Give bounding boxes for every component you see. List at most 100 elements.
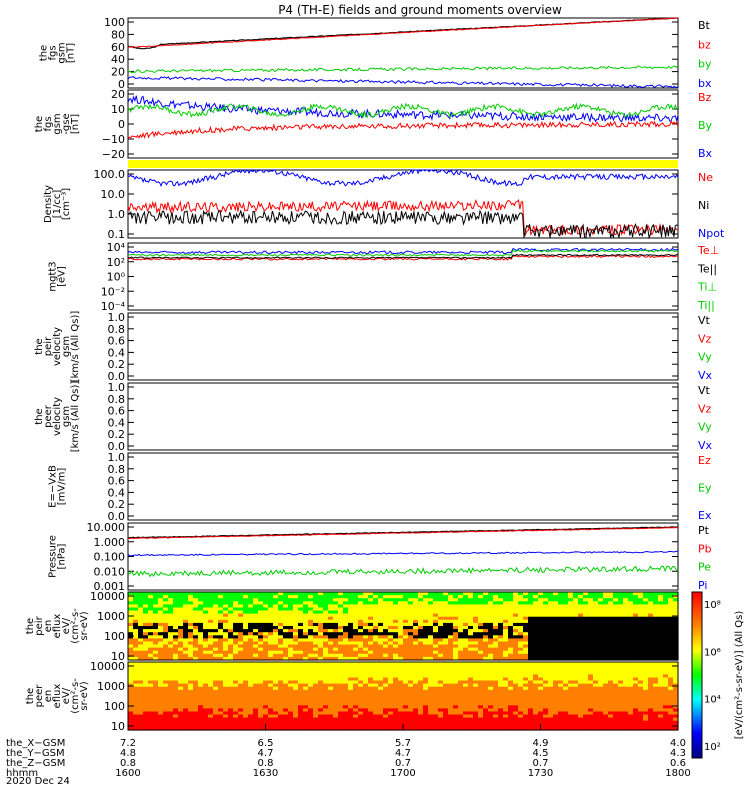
heat-cell (428, 598, 434, 602)
heat-cell (333, 671, 339, 675)
heat-cell (648, 702, 654, 706)
heat-cell (208, 705, 214, 709)
heat-cell (383, 604, 389, 609)
heat-cell (168, 708, 174, 713)
heat-cell (328, 726, 334, 731)
heat-cell (603, 632, 609, 636)
heat-cell (213, 647, 219, 652)
heat-cell (183, 720, 189, 725)
heat-cell (598, 653, 604, 658)
heat-cell (143, 644, 149, 649)
heat-cell (198, 680, 204, 685)
heat-cell (188, 632, 194, 636)
heat-cell (393, 683, 399, 688)
heat-cell (553, 680, 559, 685)
heat-cell (383, 723, 389, 728)
heat-cell (338, 632, 344, 636)
heat-cell (273, 662, 279, 666)
heat-cell (468, 717, 474, 722)
heat-cell (408, 595, 414, 599)
heat-cell (148, 720, 154, 725)
heat-cell (418, 674, 424, 679)
heat-cell (133, 613, 139, 618)
heat-cell (658, 647, 664, 652)
series-Ti-par (127, 249, 679, 257)
heat-cell (283, 692, 289, 697)
heat-cell (448, 720, 454, 725)
y-tick-label: 10.000 (87, 521, 126, 534)
heat-cell (608, 607, 614, 612)
heat-cell (188, 598, 194, 602)
heat-cell (283, 696, 289, 700)
heat-cell (608, 680, 614, 685)
heat-cell (448, 662, 454, 666)
heat-cell (288, 717, 294, 722)
heat-cell (493, 653, 499, 658)
heat-cell (613, 616, 619, 621)
heat-cell (523, 720, 529, 725)
y-tick-label: 10.0 (101, 188, 126, 201)
heat-cell (553, 635, 559, 639)
heat-cell (168, 598, 174, 602)
heat-cell (183, 702, 189, 706)
heat-cell (428, 613, 434, 618)
heat-cell (408, 662, 414, 666)
heat-cell (528, 638, 534, 643)
heat-cell (428, 638, 434, 643)
heat-cell (223, 702, 229, 706)
heat-cell (388, 671, 394, 675)
heat-cell (518, 668, 524, 672)
heat-cell (638, 629, 644, 633)
heat-cell (608, 601, 614, 605)
heat-cell (333, 622, 339, 627)
heat-cell (158, 629, 164, 633)
heat-cell (578, 689, 584, 694)
heat-cell (578, 598, 584, 602)
heat-cell (403, 629, 409, 633)
heat-cell (303, 662, 309, 666)
heat-cell (313, 592, 319, 596)
heat-cell (378, 689, 384, 694)
heat-cell (243, 619, 249, 624)
heat-cell (233, 671, 239, 675)
heat-cell (478, 708, 484, 713)
heat-cell (553, 616, 559, 621)
heat-cell (413, 665, 419, 669)
heat-cell (363, 601, 369, 605)
heat-cell (378, 686, 384, 691)
legend-label: Pb (698, 542, 712, 555)
heat-cell (288, 723, 294, 728)
heat-cell (193, 616, 199, 621)
figure-title: P4 (TH-E) fields and ground moments over… (278, 3, 562, 17)
heat-cell (178, 641, 184, 646)
heat-cell (623, 622, 629, 627)
heat-cell (183, 610, 189, 615)
heat-cell (463, 650, 469, 655)
heat-cell (278, 619, 284, 624)
heat-cell (428, 680, 434, 685)
heat-cell (318, 613, 324, 618)
heat-cell (188, 610, 194, 615)
heat-cell (493, 622, 499, 627)
heat-cell (253, 632, 259, 636)
heat-cell (553, 592, 559, 596)
heat-cell (673, 601, 679, 605)
heat-cell (178, 626, 184, 630)
heat-cell (148, 689, 154, 694)
heat-cell (258, 635, 264, 639)
heat-cell (668, 647, 674, 652)
heat-cell (278, 674, 284, 679)
heat-cell (373, 674, 379, 679)
heat-cell (328, 632, 334, 636)
heat-cell (138, 686, 144, 691)
heat-cell (268, 665, 274, 669)
heat-cell (233, 598, 239, 602)
heat-cell (413, 720, 419, 725)
heat-cell (648, 671, 654, 675)
heat-cell (423, 683, 429, 688)
heat-cell (603, 653, 609, 658)
heat-cell (458, 598, 464, 602)
y-axis-label: the (34, 408, 45, 424)
heat-cell (438, 726, 444, 731)
heat-cell (528, 635, 534, 639)
